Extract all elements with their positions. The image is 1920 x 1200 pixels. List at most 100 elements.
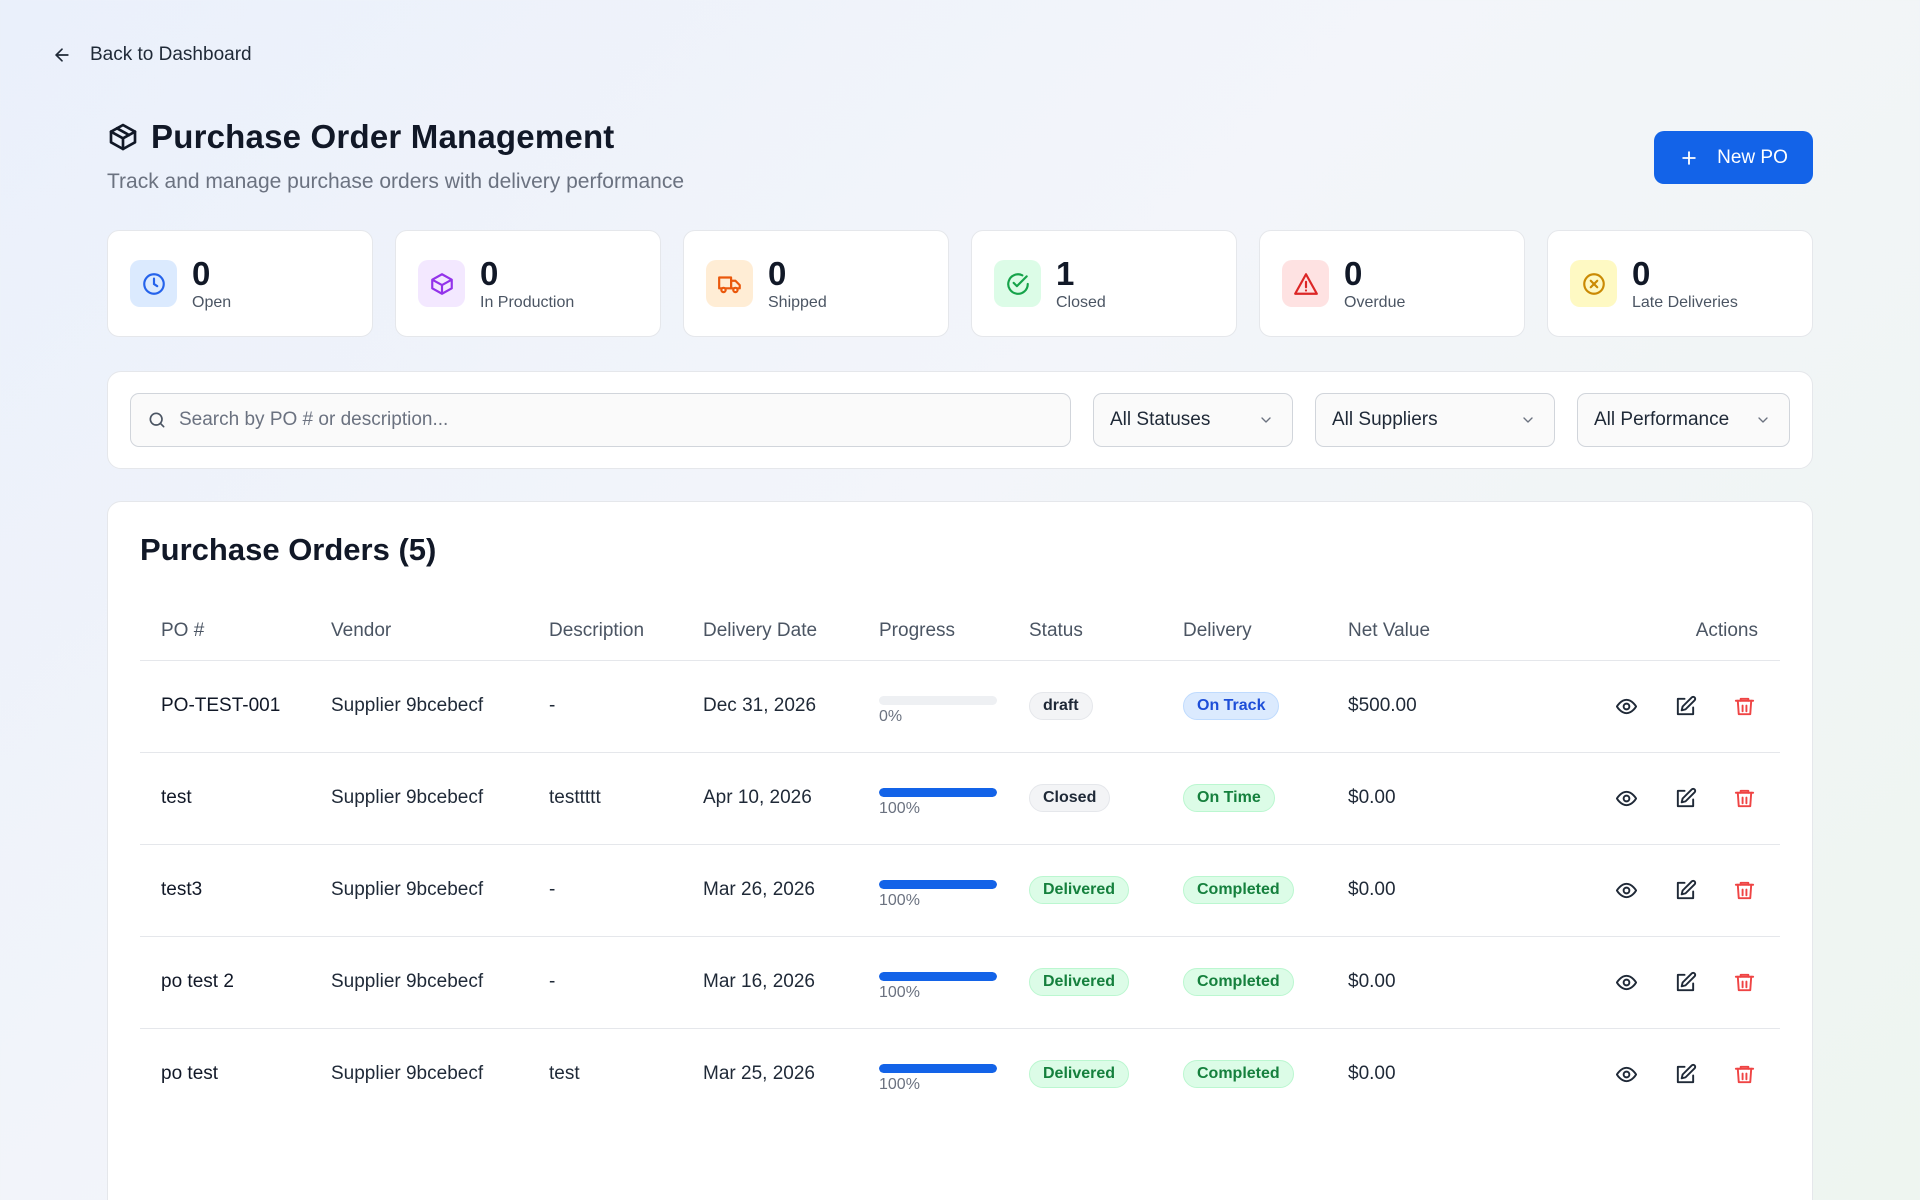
- column-header[interactable]: Description: [528, 602, 682, 661]
- table-row[interactable]: test Supplier 9bcebecf testtttt Apr 10, …: [140, 752, 1780, 845]
- edit-pencil-icon[interactable]: [1674, 787, 1697, 810]
- back-to-dashboard-link[interactable]: Back to Dashboard: [52, 44, 252, 66]
- delivery-badge: Completed: [1183, 876, 1294, 904]
- description-cell: -: [528, 936, 682, 1029]
- delivery-cell: On Track: [1162, 660, 1327, 753]
- column-header[interactable]: Status: [1008, 602, 1162, 661]
- net-value-cell: $0.00: [1327, 844, 1497, 937]
- table-row[interactable]: test3 Supplier 9bcebecf - Mar 26, 2026 1…: [140, 844, 1780, 937]
- view-eye-icon[interactable]: [1615, 971, 1638, 994]
- actions-cell: [1497, 752, 1780, 845]
- view-eye-icon[interactable]: [1615, 879, 1638, 902]
- progress-bar: [879, 788, 997, 797]
- delete-trash-icon[interactable]: [1733, 879, 1756, 902]
- page-title: Purchase Order Management: [151, 118, 615, 155]
- delivery-badge: On Track: [1183, 692, 1280, 720]
- vendor-cell: Supplier 9bcebecf: [310, 752, 528, 845]
- view-eye-icon[interactable]: [1615, 695, 1638, 718]
- purchase-orders-card: Purchase Orders (5) PO # Vendor Descriptio…: [107, 501, 1813, 1200]
- stat-card-in-production: 0 In Production: [395, 230, 661, 337]
- edit-pencil-icon[interactable]: [1674, 879, 1697, 902]
- stat-label: Closed: [1056, 293, 1106, 311]
- stat-value: 0: [768, 254, 787, 292]
- delete-trash-icon[interactable]: [1733, 695, 1756, 718]
- progress-cell: 100%: [858, 1028, 1008, 1120]
- po-number-cell: test: [140, 752, 310, 845]
- column-header[interactable]: Actions: [1497, 602, 1780, 661]
- actions-cell: [1497, 936, 1780, 1029]
- progress-cell: 100%: [858, 936, 1008, 1029]
- delivery-badge: Completed: [1183, 968, 1294, 996]
- delivery-date-cell: Mar 16, 2026: [682, 936, 858, 1029]
- progress-cell: 100%: [858, 752, 1008, 845]
- delivery-date-cell: Dec 31, 2026: [682, 660, 858, 753]
- vendor-cell: Supplier 9bcebecf: [310, 844, 528, 937]
- search-box[interactable]: [130, 393, 1071, 447]
- search-icon: [147, 410, 167, 430]
- delete-trash-icon[interactable]: [1733, 787, 1756, 810]
- truck-icon: [706, 260, 753, 307]
- clock-icon: [130, 260, 177, 307]
- stat-card-overdue: 0 Overdue: [1259, 230, 1525, 337]
- table-row[interactable]: PO-TEST-001 Supplier 9bcebecf - Dec 31, …: [140, 660, 1780, 753]
- column-header[interactable]: PO #: [140, 602, 310, 661]
- search-input[interactable]: [179, 409, 1070, 431]
- chevron-down-icon: [1520, 412, 1536, 428]
- arrow-left-icon: [52, 45, 72, 65]
- net-value-cell: $0.00: [1327, 936, 1497, 1029]
- performance-filter-select[interactable]: All Performance: [1577, 393, 1790, 447]
- stat-label: Shipped: [768, 293, 827, 311]
- column-header[interactable]: Net Value: [1327, 602, 1497, 661]
- delivery-cell: Completed: [1162, 1028, 1327, 1120]
- view-eye-icon[interactable]: [1615, 787, 1638, 810]
- progress-bar-fill: [879, 788, 997, 797]
- delete-trash-icon[interactable]: [1733, 1063, 1756, 1086]
- table-row[interactable]: po test 2 Supplier 9bcebecf - Mar 16, 20…: [140, 936, 1780, 1029]
- po-number-cell: po test: [161, 1063, 219, 1085]
- progress-label: 100%: [879, 892, 920, 909]
- column-header[interactable]: Progress: [858, 602, 1008, 661]
- description-cell: testtttt: [528, 752, 682, 845]
- orders-title: Purchase Orders (5): [140, 532, 437, 567]
- status-filter-select[interactable]: All Statuses: [1093, 393, 1293, 447]
- table-header-row: PO # Vendor Description Delivery Date Progre…: [140, 602, 1780, 661]
- column-header[interactable]: Delivery: [1162, 602, 1327, 661]
- delivery-date-cell: Mar 25, 2026: [703, 1063, 815, 1085]
- po-number-cell: test3: [140, 844, 310, 937]
- progress-bar: [879, 696, 997, 705]
- supplier-filter-select[interactable]: All Suppliers: [1315, 393, 1555, 447]
- edit-pencil-icon[interactable]: [1674, 1063, 1697, 1086]
- status-cell: Delivered: [1008, 1028, 1162, 1120]
- table-row[interactable]: po test Supplier 9bcebecf test Mar 25, 2…: [140, 1028, 1780, 1120]
- edit-pencil-icon[interactable]: [1674, 695, 1697, 718]
- net-value-cell: $0.00: [1327, 752, 1497, 845]
- net-value-cell: $500.00: [1327, 660, 1497, 753]
- delivery-badge: Completed: [1183, 1060, 1294, 1089]
- stat-value: 0: [1632, 254, 1651, 292]
- stat-card-closed: 1 Closed: [971, 230, 1237, 337]
- delivery-cell: On Time: [1162, 752, 1327, 845]
- stat-label: Late Deliveries: [1632, 293, 1738, 311]
- delivery-date-cell: Mar 26, 2026: [682, 844, 858, 937]
- column-header[interactable]: Vendor: [310, 602, 528, 661]
- delivery-cell: Completed: [1162, 844, 1327, 937]
- net-value-cell: $0.00: [1348, 1063, 1396, 1085]
- progress-bar-fill: [879, 880, 997, 889]
- column-header[interactable]: Delivery Date: [682, 602, 858, 661]
- package-icon: [418, 260, 465, 307]
- status-cell: Closed: [1008, 752, 1162, 845]
- filter-bar: All Statuses All Suppliers All Performan…: [107, 371, 1813, 469]
- progress-label: 100%: [879, 1076, 920, 1094]
- new-po-button[interactable]: New PO: [1654, 131, 1813, 184]
- delete-trash-icon[interactable]: [1733, 971, 1756, 994]
- actions-cell: [1497, 660, 1780, 753]
- delivery-badge: On Time: [1183, 784, 1275, 812]
- view-eye-icon[interactable]: [1615, 1063, 1638, 1086]
- new-po-label: New PO: [1717, 146, 1788, 168]
- package-icon: [107, 121, 139, 153]
- chevron-down-icon: [1258, 412, 1274, 428]
- progress-cell: 0%: [858, 660, 1008, 753]
- progress-bar: [879, 972, 997, 981]
- stat-card-late-deliveries: 0 Late Deliveries: [1547, 230, 1813, 337]
- edit-pencil-icon[interactable]: [1674, 971, 1697, 994]
